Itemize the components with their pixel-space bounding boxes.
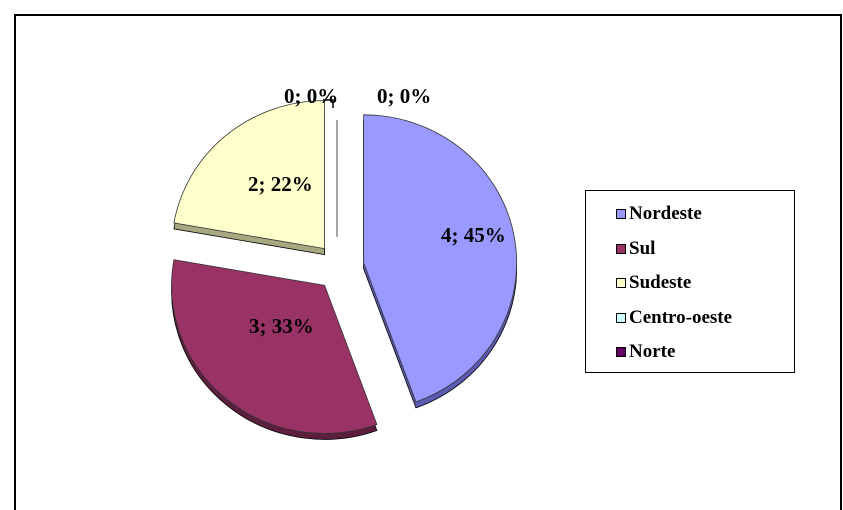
legend-swatch-centro-oeste xyxy=(616,312,626,323)
legend-swatch-nordeste xyxy=(616,209,626,220)
leader-line xyxy=(323,99,334,108)
pie-slice-nordeste xyxy=(363,114,517,403)
pie-slice-sudeste xyxy=(173,100,325,250)
data-label-sudeste: 2; 22% xyxy=(248,172,313,196)
legend-item-nordeste: Nordeste xyxy=(586,197,794,232)
data-labels: 4; 45% 3; 33% 2; 22% 0; 0% 0; 0% xyxy=(248,84,506,338)
data-label-centro-oeste: 0; 0% xyxy=(284,84,338,108)
legend-item-centro-oeste: Centro-oeste xyxy=(586,301,794,336)
legend-label-nordeste: Nordeste xyxy=(629,203,702,225)
data-label-norte: 0; 0% xyxy=(377,84,431,108)
legend-label-norte: Norte xyxy=(629,341,676,363)
legend-label-centro-oeste: Centro-oeste xyxy=(629,306,733,328)
legend-label-sudeste: Sudeste xyxy=(629,272,692,294)
legend-swatch-sul xyxy=(616,243,626,254)
legend-swatch-norte xyxy=(616,347,626,358)
data-label-sul: 3; 33% xyxy=(249,314,314,338)
pie-slices xyxy=(171,99,517,440)
legend-label-sul: Sul xyxy=(629,237,656,259)
data-label-nordeste: 4; 45% xyxy=(441,223,506,247)
legend-item-norte: Norte xyxy=(586,335,794,370)
legend-item-sul: Sul xyxy=(586,232,794,267)
legend: Nordeste Sul Sudeste Centro-oeste Norte xyxy=(585,190,795,373)
legend-swatch-sudeste xyxy=(616,278,626,289)
legend-item-sudeste: Sudeste xyxy=(586,266,794,301)
pie-slice-sul xyxy=(171,259,378,434)
